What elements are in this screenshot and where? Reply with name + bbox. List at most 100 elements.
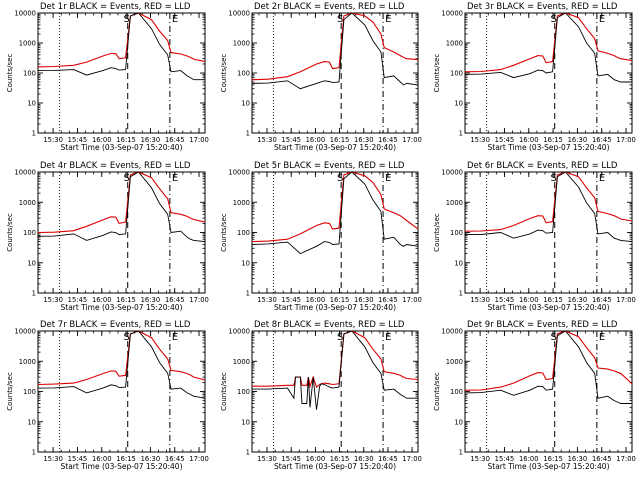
y-axis-label: Counts/sec — [220, 372, 228, 411]
x-tick-label: 15:30 — [43, 296, 63, 304]
x-axis-label: Start Time (03-Sep-07 15:20:40) — [61, 462, 183, 471]
y-axis-label: Counts/sec — [433, 213, 441, 252]
detector-panel-6: Det 6r BLACK = Events, RED = LLD 1 10 100 10… — [433, 161, 636, 312]
panel-title: Det 5r BLACK = Events, RED = LLD — [254, 161, 405, 171]
x-tick-label: 16:45 — [165, 136, 185, 144]
y-tick-label: 1000 — [233, 358, 250, 366]
y-tick-label: 10000 — [14, 10, 36, 18]
x-tick-label: 16:00 — [306, 296, 326, 304]
y-tick-label: 10000 — [441, 10, 463, 18]
y-tick-label: 10 — [27, 259, 36, 267]
x-tick-label: 16:00 — [306, 455, 326, 463]
x-tick-label: 16:45 — [592, 136, 612, 144]
x-tick-label: 16:45 — [592, 296, 612, 304]
x-tick-label: 16:30 — [568, 455, 588, 463]
start-annotation: S — [551, 332, 557, 343]
plot-frame — [251, 330, 419, 453]
x-tick-label: 16:30 — [354, 455, 374, 463]
y-axis-label: Counts/sec — [220, 54, 228, 93]
y-tick-label: 10000 — [228, 10, 250, 18]
panel-title: Det 1r BLACK = Events, RED = LLD — [40, 2, 191, 12]
x-tick-label: 16:15 — [543, 455, 563, 463]
lld-series-line — [465, 13, 632, 73]
start-annotation: S — [124, 173, 130, 184]
detector-panel-7: Det 7r BLACK = Events, RED = LLD 1 10 100 10… — [6, 320, 209, 471]
x-tick-label: 17:00 — [402, 455, 422, 463]
x-tick-label: 15:45 — [495, 455, 515, 463]
lld-series-line — [252, 172, 418, 243]
events-series-line — [38, 331, 205, 399]
lld-series-line — [38, 13, 205, 68]
panel-title: Det 4r BLACK = Events, RED = LLD — [40, 161, 191, 171]
plot-frame — [37, 171, 206, 294]
x-tick-label: 17:00 — [616, 136, 636, 144]
x-tick-label: 15:45 — [281, 136, 301, 144]
y-tick-label: 10 — [241, 259, 250, 267]
panel-title: Det 3r BLACK = Events, RED = LLD — [467, 2, 618, 12]
x-tick-label: 16:30 — [354, 296, 374, 304]
panel-title: Det 2r BLACK = Events, RED = LLD — [254, 2, 405, 12]
detector-panel-1: Det 1r BLACK = Events, RED = LLD 1 10 100 10… — [6, 2, 209, 152]
x-tick-label: 17:00 — [189, 136, 209, 144]
y-tick-label: 1 — [246, 130, 250, 138]
y-tick-label: 10000 — [14, 328, 36, 336]
x-tick-label: 16:15 — [116, 296, 136, 304]
x-tick-label: 16:00 — [519, 296, 539, 304]
x-tick-label: 17:00 — [616, 455, 636, 463]
y-tick-label: 100 — [23, 70, 36, 78]
end-annotation: E — [599, 332, 605, 343]
end-annotation: E — [172, 14, 178, 25]
x-tick-label: 15:30 — [257, 455, 277, 463]
x-tick-label: 16:30 — [141, 136, 161, 144]
x-tick-label: 16:00 — [306, 136, 326, 144]
x-tick-label: 17:00 — [616, 296, 636, 304]
y-tick-label: 10 — [27, 418, 36, 426]
x-axis-label: Start Time (03-Sep-07 15:20:40) — [488, 143, 610, 152]
end-annotation: E — [385, 14, 391, 25]
y-tick-label: 100 — [23, 388, 36, 396]
panel-title: Det 6r BLACK = Events, RED = LLD — [467, 161, 618, 171]
plot-frame — [37, 12, 206, 134]
start-annotation: S — [551, 14, 557, 25]
x-tick-label: 15:30 — [470, 296, 490, 304]
y-tick-label: 1000 — [19, 40, 36, 48]
detector-panel-4: Det 4r BLACK = Events, RED = LLD 1 10 100 10… — [6, 161, 209, 312]
events-series-line — [465, 13, 632, 83]
detector-panel-9: Det 9r BLACK = Events, RED = LLD 1 10 100 10… — [433, 320, 636, 471]
y-tick-label: 10 — [27, 100, 36, 108]
y-axis-label: Counts/sec — [6, 213, 14, 252]
x-tick-label: 16:15 — [330, 296, 350, 304]
x-tick-label: 17:00 — [189, 296, 209, 304]
x-tick-label: 15:45 — [281, 455, 301, 463]
x-axis-label: Start Time (03-Sep-07 15:20:40) — [274, 303, 396, 312]
y-axis-label: Counts/sec — [433, 54, 441, 93]
y-tick-label: 1 — [32, 290, 36, 298]
events-series-line — [38, 172, 205, 243]
lld-series-line — [38, 331, 205, 386]
x-tick-label: 17:00 — [189, 455, 209, 463]
y-tick-label: 1 — [32, 130, 36, 138]
end-annotation: E — [172, 173, 178, 184]
y-tick-label: 100 — [237, 229, 250, 237]
panel-title: Det 8r BLACK = Events, RED = LLD — [254, 320, 405, 330]
x-tick-label: 16:30 — [141, 455, 161, 463]
x-tick-label: 16:45 — [165, 455, 185, 463]
plot-frame — [37, 330, 206, 453]
x-tick-label: 15:45 — [68, 455, 88, 463]
y-axis-label: Counts/sec — [6, 54, 14, 93]
x-tick-label: 17:00 — [402, 296, 422, 304]
y-tick-label: 10000 — [228, 169, 250, 177]
y-tick-label: 100 — [450, 388, 463, 396]
lld-series-line — [465, 331, 632, 391]
start-annotation: S — [337, 173, 343, 184]
y-tick-label: 10 — [454, 259, 463, 267]
y-tick-label: 10 — [454, 100, 463, 108]
y-tick-label: 1000 — [446, 199, 463, 207]
plot-frame — [251, 171, 419, 294]
x-tick-label: 15:45 — [68, 296, 88, 304]
y-tick-label: 1000 — [446, 40, 463, 48]
start-annotation: S — [124, 14, 130, 25]
x-tick-label: 16:00 — [519, 136, 539, 144]
x-tick-label: 16:15 — [543, 136, 563, 144]
